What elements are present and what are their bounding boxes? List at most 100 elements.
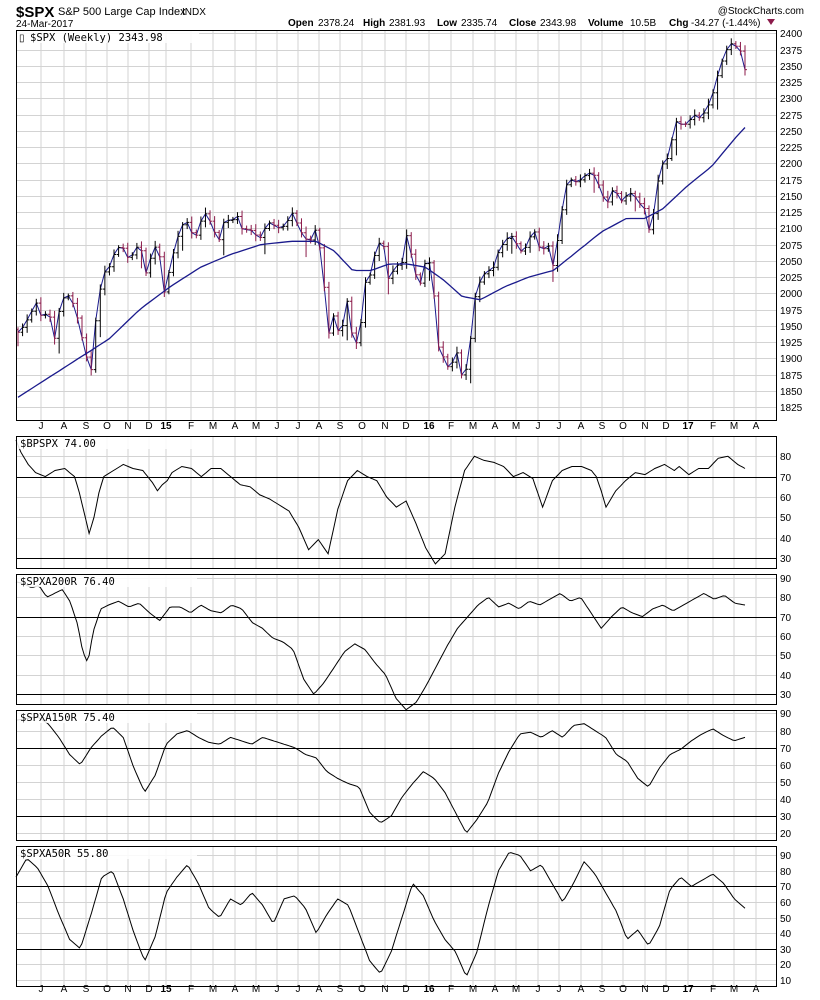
x-tick-label: O (103, 421, 111, 432)
y-tick-label: 2300 (780, 94, 803, 105)
ohlc-bar (240, 210, 245, 235)
low-label: Low (437, 18, 457, 29)
y-tick-label: 2150 (780, 192, 803, 203)
x-tick-label: M (730, 984, 738, 995)
ohlc-bar (244, 225, 249, 233)
ohlc-bar (724, 45, 729, 65)
ohlc-bar (258, 231, 263, 241)
y-tick-label: 90 (780, 851, 792, 862)
x-tick-label: S (599, 421, 606, 432)
ohlc-bar (75, 297, 80, 324)
ohlc-bar (221, 218, 226, 256)
ohlc-bar (701, 108, 706, 123)
y-tick-label: 1850 (780, 387, 803, 398)
x-tick-label: S (83, 421, 90, 432)
title-bg (17, 31, 199, 43)
panel-frame (16, 574, 777, 705)
panel-0: 1825 1850 1875 1900 1925 1950 1975 2000 2025 2050… (16, 29, 803, 421)
ohlc-bar (715, 70, 720, 110)
x-tick-label: F (188, 421, 194, 432)
ohlc-bar (38, 297, 43, 322)
ohlc-bar (372, 251, 377, 279)
panel-4: 10 20 30 40 50 60 70 80 90 $SPXA50R 55.80 (15, 846, 792, 987)
ohlc-bar (381, 240, 386, 250)
y-tick-label: 2325 (780, 78, 803, 89)
high-value: 2381.93 (389, 18, 426, 29)
ohlc-bar (294, 210, 299, 227)
x-tick-label: M (730, 421, 738, 432)
x-tick-label: J (275, 421, 280, 432)
y-tick-label: 80 (780, 593, 792, 604)
x-tick-label: A (492, 984, 499, 995)
ohlc-bar (166, 270, 171, 295)
ohlc-bar (308, 235, 313, 244)
panel-title: $SPXA50R 55.80 (20, 848, 109, 860)
ohlc-bar (546, 242, 551, 252)
panel-2: 30 40 50 60 70 80 90 $SPXA200R 76.40 (15, 574, 792, 711)
x-tick-label: M (512, 984, 520, 995)
ohlc-bar (162, 251, 167, 298)
x-tick-label: A (753, 421, 760, 432)
ohlc-bar (409, 232, 414, 258)
x-tick-label: J (39, 984, 44, 995)
y-tick-label: 80 (780, 452, 792, 463)
x-tick-label: S (83, 984, 90, 995)
ohlc-bar (628, 187, 633, 202)
x-tick-label: 16 (423, 421, 435, 432)
panel-title: $SPXA150R 75.40 (20, 712, 115, 724)
panel-title: $BPSPX 74.00 (20, 438, 96, 450)
ohlc-bar (633, 190, 638, 212)
y-tick-label: 30 (780, 812, 792, 823)
ohlc-bar (688, 115, 693, 129)
ohlc-bar (194, 229, 199, 239)
close-value: 2343.98 (540, 18, 577, 29)
y-tick-label: 2050 (780, 257, 803, 268)
x-tick-label: M (209, 984, 217, 995)
panel-3: 20 30 40 50 60 70 80 90 $SPXA150R 75.40 (15, 709, 792, 841)
ohlc-bar (427, 257, 432, 281)
x-tick-label: F (710, 984, 716, 995)
ohlc-bar (157, 243, 162, 261)
ohlc-bar (226, 214, 231, 229)
ohlc-bar (468, 336, 473, 384)
ohlc-bar (198, 216, 203, 240)
ohlc-bar (148, 253, 153, 278)
ohlc-bar (710, 89, 715, 109)
x-tick-label: 15 (160, 984, 172, 995)
x-tick-label: J (536, 984, 541, 995)
x-tick-label: O (103, 984, 111, 995)
ohlc-bar (656, 174, 661, 220)
y-tick-label: 40 (780, 534, 792, 545)
x-tick-label: A (232, 421, 239, 432)
panel-frame (16, 710, 777, 841)
y-tick-label: 10 (780, 976, 792, 987)
ohlc-bar (454, 346, 459, 369)
x-tick-label: D (662, 421, 669, 432)
x-tick-label: A (316, 421, 323, 432)
x-tick-label: D (662, 984, 669, 995)
ohlc-bar (464, 364, 469, 380)
y-tick-label: 2200 (780, 159, 803, 170)
ohlc-bar (610, 187, 615, 206)
x-tick-label: A (61, 421, 68, 432)
ohlc-bar (738, 41, 743, 56)
x-tick-label: O (358, 421, 366, 432)
ohlc-bar (349, 296, 354, 338)
ohlc-bar (473, 292, 478, 343)
y-tick-label: 2250 (780, 127, 803, 138)
ohlc-bar (230, 216, 235, 224)
y-tick-label: 30 (780, 554, 792, 565)
ohlc-bar (523, 243, 528, 255)
y-tick-label: 2400 (780, 29, 803, 40)
chg-value: -34.27 (-1.44%) (691, 18, 760, 29)
ohlc-bar (276, 219, 281, 234)
ohlc-bar (130, 252, 135, 261)
volume-value: 10.5B (630, 18, 656, 29)
ohlc-bar (692, 109, 697, 126)
ohlc-bar (683, 121, 688, 127)
x-tick-label: D (402, 984, 409, 995)
x-tick-label: A (753, 984, 760, 995)
x-tick-label: N (641, 984, 648, 995)
ohlc-bar (281, 223, 286, 231)
